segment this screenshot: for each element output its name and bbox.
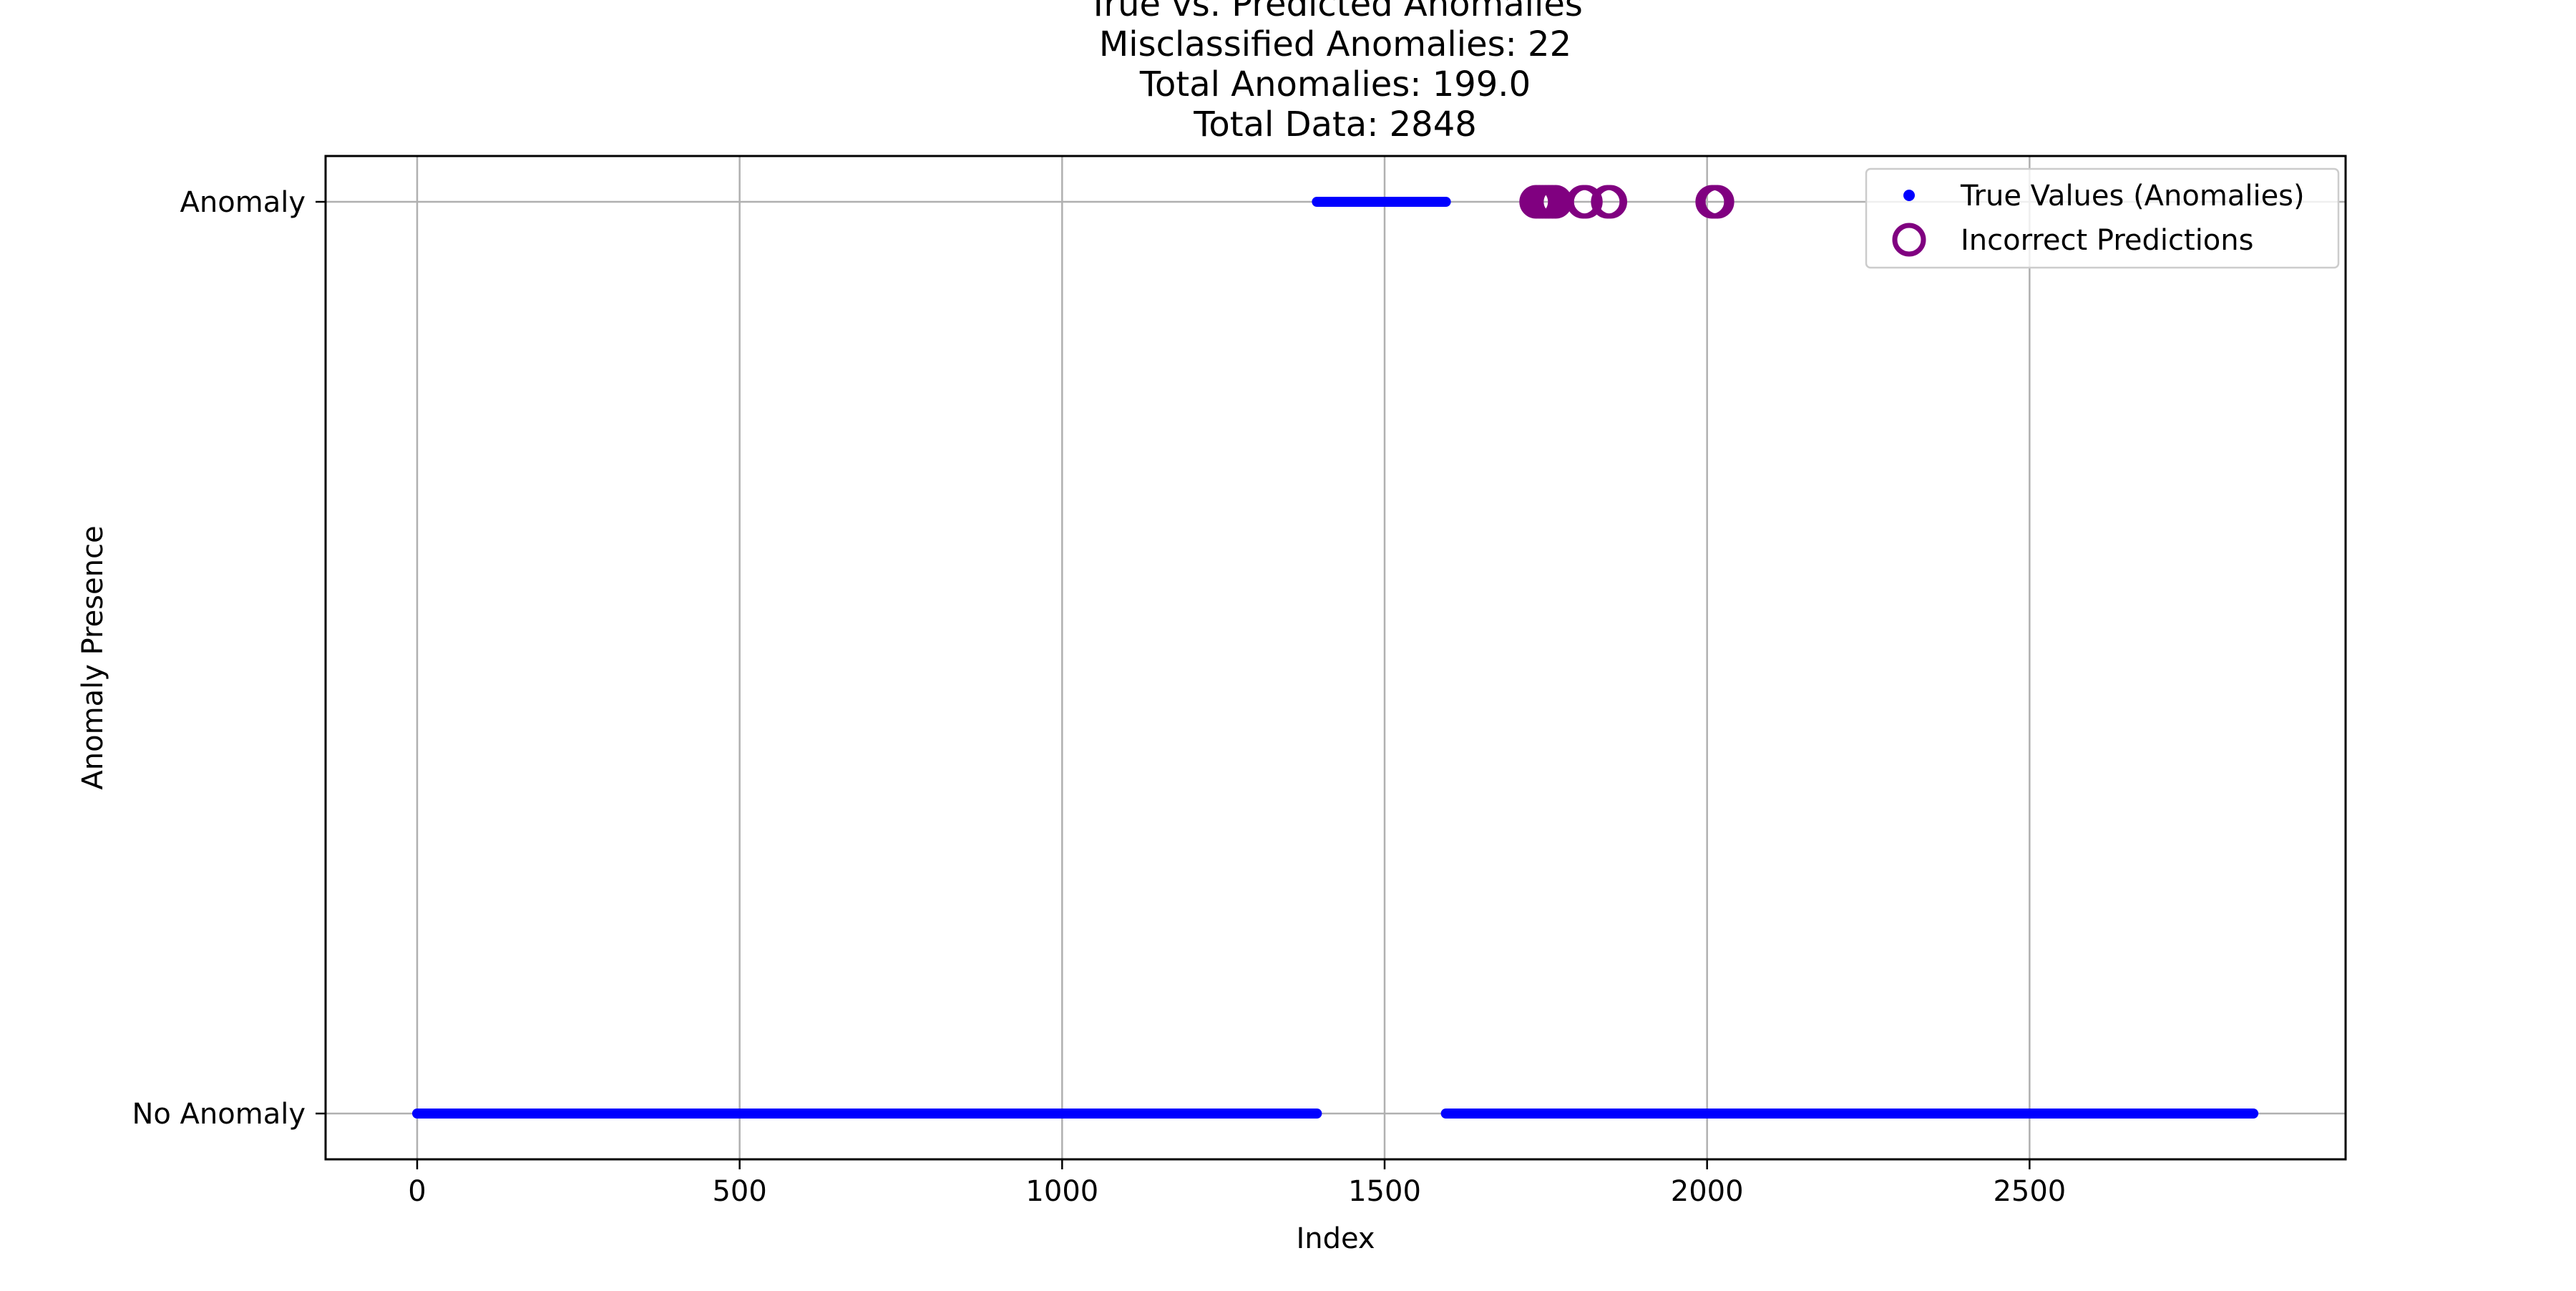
incorrect-prediction-point — [1593, 185, 1627, 219]
grid — [326, 156, 2346, 1159]
x-tick-label: 500 — [712, 1175, 766, 1208]
x-tick-label: 1000 — [1025, 1175, 1098, 1208]
plot-series — [411, 185, 2259, 1119]
x-tick-label: 0 — [408, 1175, 426, 1208]
y-tick-label: Anomaly — [180, 186, 306, 219]
chart-title: True vs. Predicted AnomaliesMisclassifie… — [1087, 0, 1583, 145]
incorrect-prediction-point — [1700, 185, 1735, 219]
plot-frame — [324, 155, 2347, 1161]
legend-marker-circle — [1892, 223, 1926, 257]
axis-ticks: 0 500 1000 1500 2000 2500 No Anomaly Anomaly — [132, 186, 2066, 1208]
y-axis-label: Anomaly Presence — [77, 525, 109, 789]
y-tick-label: No Anomaly — [132, 1098, 306, 1131]
legend: True Values (Anomalies) Incorrect Predict… — [1865, 167, 2340, 269]
incorrect-prediction-point — [1568, 185, 1603, 219]
title-line: True vs. Predicted Anomalies — [1087, 0, 1583, 24]
title-line: Total Anomalies: 199.0 — [1139, 64, 1531, 104]
title-line: Total Data: 2848 — [1193, 104, 1477, 145]
x-tick-label: 2000 — [1671, 1175, 1744, 1208]
legend-marker-dot — [1903, 190, 1915, 201]
title-line: Misclassified Anomalies: 22 — [1099, 24, 1571, 64]
x-axis-label: Index — [1296, 1222, 1375, 1255]
legend-label: True Values (Anomalies) — [1960, 180, 2305, 213]
legend-label: Incorrect Predictions — [1961, 224, 2253, 257]
legend-box — [1865, 167, 2340, 269]
x-tick-label: 1500 — [1348, 1175, 1421, 1208]
x-tick-label: 2500 — [1993, 1175, 2066, 1208]
